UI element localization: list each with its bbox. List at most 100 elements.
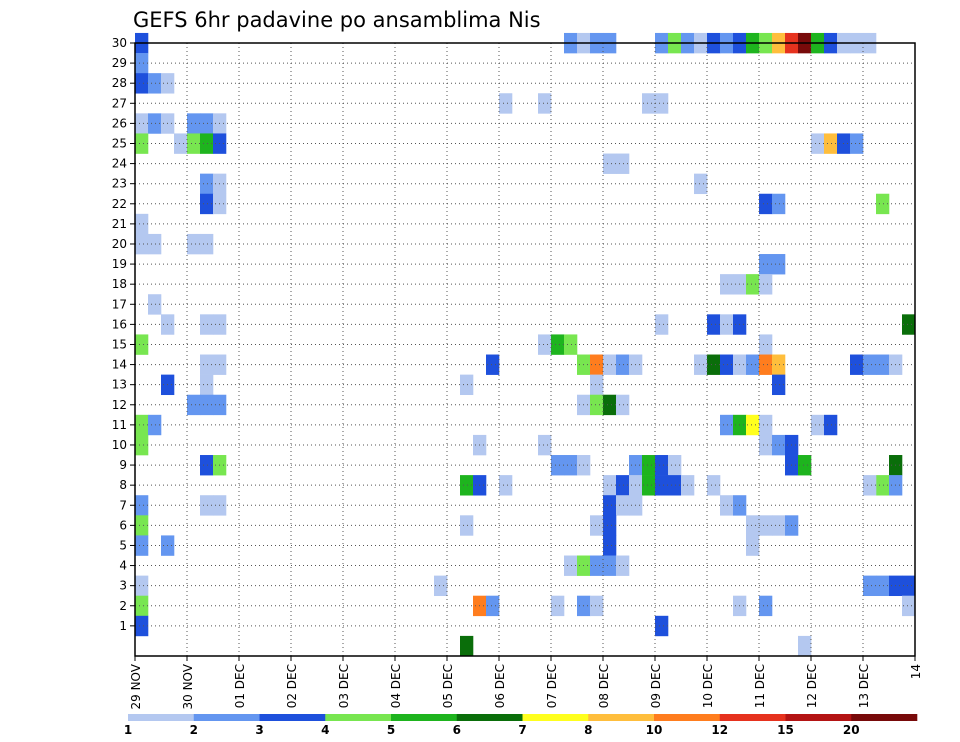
heatmap-cell [603, 475, 617, 496]
heatmap-cell [486, 354, 500, 375]
heatmap-cell [200, 455, 214, 476]
heatmap-cell [746, 354, 760, 375]
plot-frame [134, 42, 916, 657]
x-tick-label: 11 DEC [753, 664, 767, 708]
colorbar-swatch [851, 714, 918, 721]
x-tick-label: 06 DEC [493, 664, 507, 708]
colorbar-swatch [391, 714, 458, 721]
heatmap-cell [174, 133, 188, 154]
heatmap-cell [590, 555, 604, 576]
heatmap-cell [668, 475, 682, 496]
heatmap-cell [603, 354, 617, 375]
colorbar-label: 3 [255, 723, 263, 737]
y-tick-label: 23 [112, 177, 127, 191]
x-tick-label: 07 DEC [545, 664, 559, 708]
heatmap-cell [772, 193, 786, 215]
y-axis: 1234567891011121314151617181920212223242… [112, 36, 135, 633]
heatmap-cell [499, 475, 513, 496]
heatmap-cell [603, 535, 617, 556]
colorbar-label: 15 [777, 723, 794, 737]
heatmap-cell [590, 515, 604, 536]
heatmap-cell [694, 173, 708, 195]
colorbar-swatch [654, 714, 721, 721]
heatmap-cell [135, 113, 149, 134]
heatmap-cell [434, 575, 448, 597]
heatmap-cell [135, 535, 149, 556]
heatmap-cell [135, 595, 149, 617]
heatmap-cell [707, 475, 721, 496]
heatmap-cell [876, 475, 890, 496]
colorbar-label: 12 [711, 723, 728, 737]
heatmap-cell [499, 93, 513, 114]
heatmap-cell [902, 314, 916, 335]
heatmap-cell [460, 475, 474, 496]
heatmap-cell [148, 233, 162, 255]
heatmap-cell [200, 113, 214, 134]
colorbar-swatch [325, 714, 392, 721]
y-tick-label: 8 [119, 478, 127, 492]
y-tick-label: 4 [119, 559, 127, 573]
y-tick-label: 11 [112, 418, 127, 432]
heatmap-cell [811, 133, 825, 154]
heatmap-cell [811, 414, 825, 436]
heatmap-cell [200, 394, 214, 416]
x-tick-label: 14 [909, 664, 923, 679]
heatmap-cell [603, 515, 617, 536]
heatmap-cell [876, 575, 890, 597]
heatmap-cell [759, 595, 773, 617]
heatmap-cell [135, 575, 149, 597]
y-tick-label: 2 [119, 599, 127, 613]
x-tick-label: 09 DEC [649, 664, 663, 708]
colorbar-label: 8 [584, 723, 592, 737]
x-tick-label: 30 NOV [181, 663, 195, 709]
heatmap-cell [148, 294, 162, 315]
heatmap-cell [876, 354, 890, 375]
heatmap-cell [616, 475, 630, 496]
y-tick-label: 12 [112, 398, 127, 412]
heatmap-cell [148, 113, 162, 134]
heatmap-cell [187, 394, 201, 416]
heatmap-cell [148, 414, 162, 436]
colorbar-label: 20 [843, 723, 860, 737]
heatmap-cell [863, 475, 877, 496]
colorbar-swatch [588, 714, 655, 721]
heatmap-cell [616, 394, 630, 416]
heatmap-cell [590, 595, 604, 617]
heatmap-cell [772, 254, 786, 275]
x-tick-label: 04 DEC [389, 664, 403, 708]
heatmap-cell [746, 274, 760, 295]
colorbar-swatch [785, 714, 852, 721]
heatmap-cell [759, 354, 773, 375]
heatmap-cell [902, 595, 916, 617]
heatmap-cell [538, 434, 552, 456]
y-tick-label: 21 [112, 217, 127, 231]
heatmap-cell [655, 615, 669, 637]
heatmap-cell [135, 233, 149, 255]
y-tick-label: 14 [112, 358, 127, 372]
heatmap-cell [538, 93, 552, 114]
heatmap-cell [720, 495, 734, 516]
heatmap-cell [850, 354, 864, 375]
colorbar-label: 4 [321, 723, 329, 737]
colorbar-swatch [522, 714, 589, 721]
heatmap-cell [759, 254, 773, 275]
heatmap-cell [551, 455, 565, 476]
heatmap-cell [746, 535, 760, 556]
colorbar-swatch [456, 714, 523, 721]
heatmap-cell [863, 575, 877, 597]
heatmap-cell [616, 555, 630, 576]
colorbar-label: 7 [518, 723, 526, 737]
heatmap-cell [759, 414, 773, 436]
heatmap-cell [135, 133, 149, 154]
y-tick-label: 6 [119, 518, 127, 532]
heatmap-cell [902, 575, 916, 597]
colorbar-swatch [719, 714, 786, 721]
x-tick-label: 10 DEC [701, 664, 715, 708]
colorbar-swatch [259, 714, 326, 721]
heatmap-cell [876, 193, 890, 215]
y-tick-label: 3 [119, 579, 127, 593]
heatmap-cell [135, 73, 149, 94]
y-tick-label: 9 [119, 458, 127, 472]
heatmap-cell [798, 455, 812, 476]
heatmap-cell [460, 374, 474, 396]
